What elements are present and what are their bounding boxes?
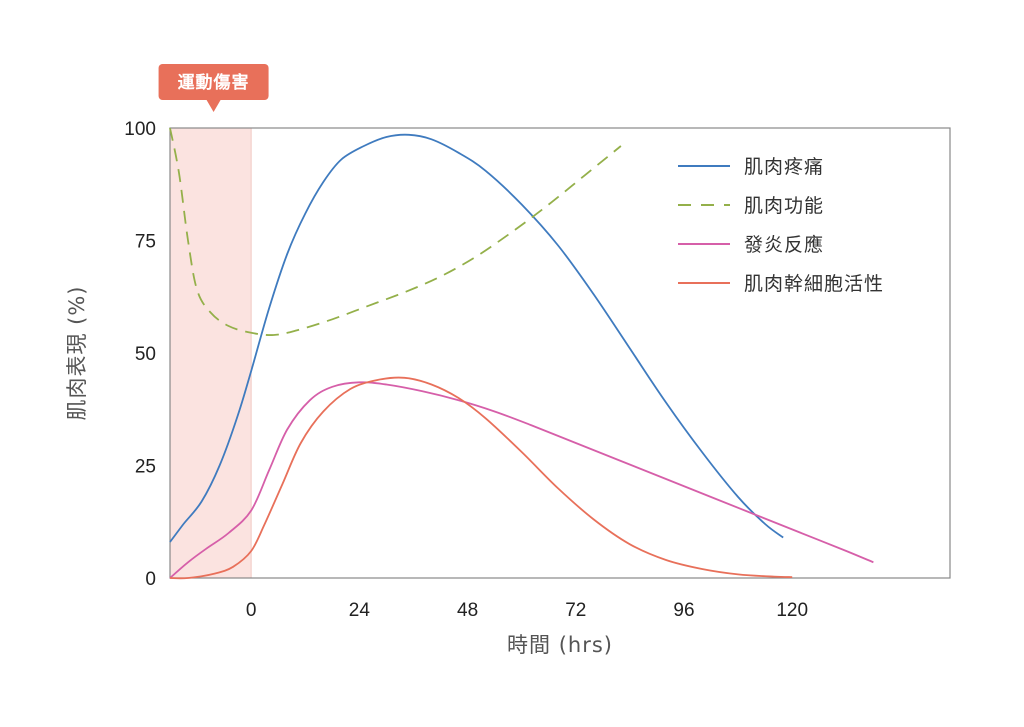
series-lines	[169, 127, 874, 580]
injury-callout-box	[158, 64, 269, 100]
x-tick-label: 120	[776, 600, 808, 621]
legend-label-muscle-function: 肌肉功能	[744, 195, 824, 217]
x-tick-label: 0	[246, 600, 257, 621]
plot-frame	[169, 127, 951, 579]
y-tick-labels: 0 25 50 75 100	[124, 119, 156, 590]
legend-label-muscle-soreness: 肌肉疼痛	[744, 156, 824, 178]
x-tick-label: 72	[565, 600, 586, 621]
legend-label-inflammation: 發炎反應	[744, 233, 824, 256]
series-line-muscle-function	[169, 127, 622, 336]
y-tick-label: 75	[135, 232, 156, 253]
y-tick-label: 50	[135, 344, 156, 365]
series-line-stem-cell-activity	[169, 376, 793, 580]
x-tick-label: 96	[673, 600, 694, 621]
y-tick-label: 0	[145, 569, 156, 590]
y-tick-label: 25	[135, 457, 156, 478]
injury-callout-pointer	[206, 100, 221, 112]
y-axis-title: 肌肉表現 (%)	[65, 285, 89, 420]
injury-shaded-region	[170, 128, 252, 578]
x-tick-label: 24	[349, 600, 371, 621]
legend-label-stem-cell-activity: 肌肉幹細胞活性	[744, 273, 884, 295]
x-axis-title: 時間 (hrs)	[507, 633, 613, 657]
injury-callout-label: 運動傷害	[178, 72, 250, 93]
x-tick-label: 48	[457, 600, 478, 621]
y-tick-label: 100	[124, 119, 156, 140]
x-tick-labels: 0 24 48 72 96 120	[246, 600, 808, 621]
series-line-inflammation	[169, 381, 874, 579]
injury-callout: 運動傷害	[158, 64, 269, 112]
series-line-muscle-soreness	[169, 133, 784, 543]
